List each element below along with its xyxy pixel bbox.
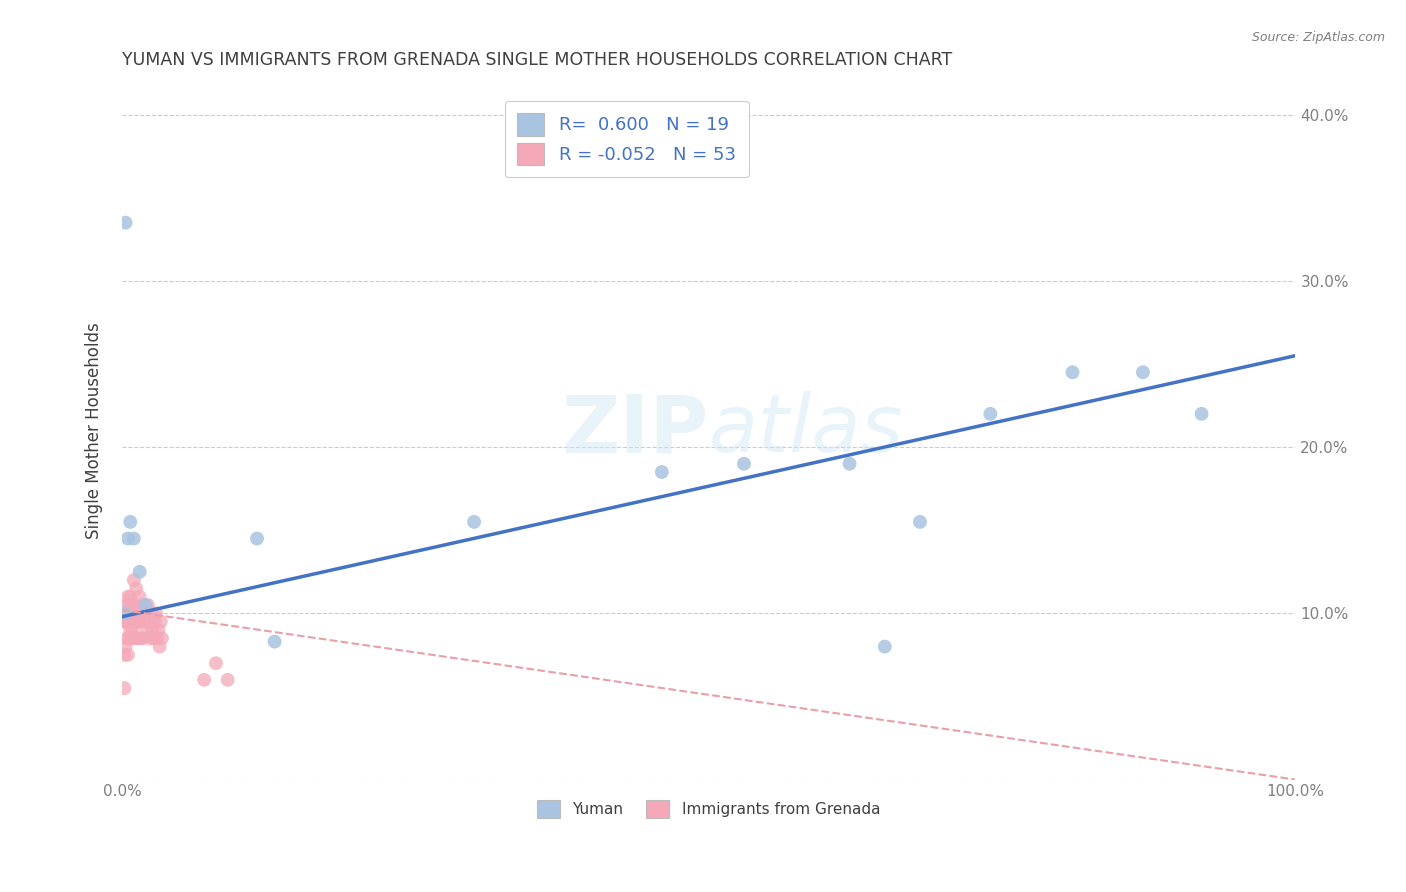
Point (263, 634, 285, 648)
Point (115, 607, 138, 621)
Point (127, 607, 149, 621)
Point (134, 598, 156, 612)
Point (125, 582, 148, 596)
Point (838, 457, 860, 471)
Text: Source: ZipAtlas.com: Source: ZipAtlas.com (1251, 31, 1385, 45)
Point (246, 532, 269, 546)
Point (114, 640, 136, 654)
Point (117, 615, 139, 629)
Point (112, 615, 135, 629)
Point (124, 598, 146, 612)
Point (142, 632, 165, 646)
Point (135, 623, 157, 637)
Point (134, 607, 156, 621)
Y-axis label: Single Mother Households: Single Mother Households (86, 322, 103, 539)
Point (134, 615, 156, 629)
Point (1062, 365, 1084, 379)
Point (128, 615, 150, 629)
Point (122, 573, 145, 587)
Point (117, 532, 139, 546)
Point (193, 673, 215, 687)
Point (128, 565, 150, 579)
Point (121, 598, 143, 612)
Point (149, 615, 172, 629)
Point (117, 590, 139, 604)
Point (121, 623, 143, 637)
Point (463, 515, 485, 529)
Point (150, 632, 173, 646)
Point (1191, 407, 1213, 421)
Point (118, 598, 141, 612)
Point (115, 632, 138, 646)
Text: atlas: atlas (709, 392, 904, 469)
Point (117, 648, 139, 662)
Point (651, 465, 673, 479)
Point (114, 598, 136, 612)
Point (120, 623, 142, 637)
Point (122, 532, 145, 546)
Point (205, 657, 228, 671)
Point (148, 623, 170, 637)
Point (120, 515, 142, 529)
Point (979, 407, 1001, 421)
Point (120, 590, 142, 604)
Point (141, 607, 163, 621)
Point (138, 615, 160, 629)
Point (733, 457, 755, 471)
Point (873, 640, 896, 654)
Point (145, 607, 167, 621)
Point (908, 515, 931, 529)
Point (146, 632, 169, 646)
Point (131, 598, 153, 612)
Point (120, 632, 142, 646)
Point (112, 681, 135, 695)
Point (127, 615, 149, 629)
Point (114, 607, 136, 621)
Point (132, 607, 155, 621)
Point (122, 607, 145, 621)
Point (1132, 365, 1154, 379)
Point (125, 615, 148, 629)
Point (127, 632, 149, 646)
Point (149, 640, 172, 654)
Point (124, 632, 146, 646)
Point (114, 216, 136, 230)
Point (120, 607, 142, 621)
Point (132, 632, 155, 646)
Point (143, 615, 166, 629)
Point (217, 673, 239, 687)
Point (129, 632, 152, 646)
Point (142, 623, 165, 637)
Point (128, 590, 150, 604)
Point (118, 632, 141, 646)
Text: ZIP: ZIP (561, 392, 709, 469)
Point (139, 632, 162, 646)
Point (136, 598, 159, 612)
Text: YUMAN VS IMMIGRANTS FROM GRENADA SINGLE MOTHER HOUSEHOLDS CORRELATION CHART: YUMAN VS IMMIGRANTS FROM GRENADA SINGLE … (122, 51, 952, 69)
Legend: Yuman, Immigrants from Grenada: Yuman, Immigrants from Grenada (531, 794, 886, 824)
Point (114, 615, 136, 629)
Point (112, 648, 135, 662)
